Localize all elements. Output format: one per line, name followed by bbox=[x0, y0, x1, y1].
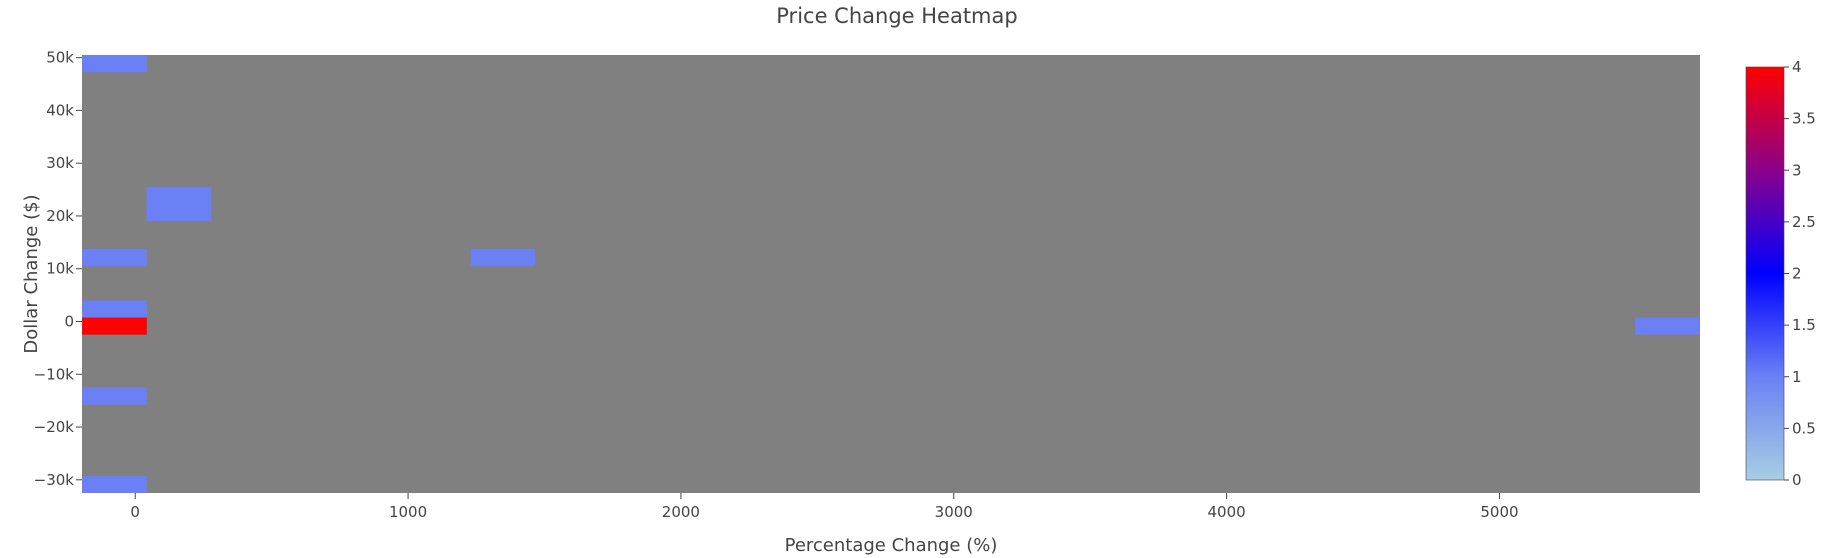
colorbar-tick-label: 0 bbox=[1792, 471, 1802, 489]
heatmap-cell bbox=[82, 387, 147, 405]
heatmap-cell bbox=[82, 475, 147, 493]
colorbar-tick-label: 0.5 bbox=[1792, 419, 1816, 437]
y-tick-label: −20k bbox=[34, 418, 75, 436]
x-axis-title: Percentage Change (%) bbox=[785, 535, 998, 556]
heatmap-cell bbox=[146, 204, 212, 222]
y-tick-label: −10k bbox=[34, 365, 75, 383]
colorbar-tick-label: 2.5 bbox=[1792, 213, 1816, 231]
y-tick-label: 30k bbox=[46, 154, 74, 172]
x-axis-ticks: 0 1000 2000 3000 4000 5000 bbox=[130, 493, 1519, 521]
y-tick-label: 20k bbox=[46, 207, 74, 225]
chart-title: Price Change Heatmap bbox=[776, 4, 1017, 28]
y-tick-label: 10k bbox=[46, 260, 74, 278]
heatmap-cell bbox=[82, 317, 147, 335]
x-tick-label: 4000 bbox=[1208, 503, 1246, 521]
heatmap-cells bbox=[82, 55, 1700, 493]
colorbar-tick-label: 3.5 bbox=[1792, 110, 1816, 128]
colorbar bbox=[1745, 66, 1785, 481]
y-tick-label: −30k bbox=[34, 471, 75, 489]
y-tick-label: 0 bbox=[64, 312, 74, 330]
x-tick-label: 0 bbox=[130, 503, 140, 521]
x-tick-label: 5000 bbox=[1480, 503, 1518, 521]
y-tick-label: 40k bbox=[46, 101, 74, 119]
heatmap-cell bbox=[82, 55, 147, 73]
x-tick-label: 3000 bbox=[935, 503, 973, 521]
colorbar-tick-label: 1 bbox=[1792, 368, 1802, 386]
heatmap-cell bbox=[146, 186, 212, 205]
colorbar-tick-label: 2 bbox=[1792, 265, 1802, 283]
colorbar-tick-label: 1.5 bbox=[1792, 316, 1816, 334]
heatmap-cell bbox=[82, 248, 147, 267]
colorbar-ticks: 0 0.5 1 1.5 2 2.5 3 3.5 4 bbox=[1784, 58, 1816, 489]
colorbar-tick-label: 3 bbox=[1792, 161, 1802, 179]
heatmap-cell bbox=[470, 248, 536, 267]
y-tick-label: 50k bbox=[46, 49, 74, 67]
heatmap-cell bbox=[1635, 317, 1700, 335]
plot-background bbox=[82, 55, 1700, 493]
x-tick-label: 1000 bbox=[389, 503, 427, 521]
colorbar-tick-label: 4 bbox=[1792, 58, 1802, 76]
y-axis-ticks: 50k 40k 30k 20k 10k 0 −10k −20k −30k bbox=[34, 49, 82, 489]
y-axis-title: Dollar Change ($) bbox=[21, 194, 42, 353]
heatmap-cell bbox=[82, 300, 147, 318]
x-tick-label: 2000 bbox=[662, 503, 700, 521]
